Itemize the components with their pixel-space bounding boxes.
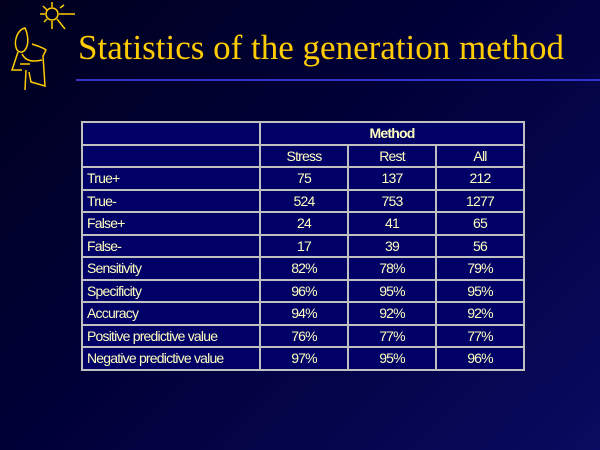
row-label: Sensitivity [81, 256, 261, 281]
empty-corner-cell [81, 143, 261, 168]
value-cell: 77% [435, 323, 525, 348]
value-cell: 24 [259, 211, 349, 236]
value-cell: 524 [259, 188, 349, 213]
value-cell: 76% [259, 323, 349, 348]
table-row: Accuracy 94% 92% 92% [81, 301, 525, 326]
empty-corner-cell [81, 121, 261, 146]
value-cell: 77% [347, 323, 437, 348]
row-label: True- [81, 188, 261, 213]
value-cell: 95% [435, 278, 525, 303]
value-cell: 95% [347, 278, 437, 303]
value-cell: 92% [347, 301, 437, 326]
row-label: Specificity [81, 278, 261, 303]
value-cell: 1277 [435, 188, 525, 213]
table-row: Negative predictive value 97% 95% 96% [81, 346, 525, 371]
value-cell: 79% [435, 256, 525, 281]
value-cell: 92% [435, 301, 525, 326]
table-row: Positive predictive value 76% 77% 77% [81, 323, 525, 348]
value-cell: 39 [347, 233, 437, 258]
value-cell: 137 [347, 166, 437, 191]
value-cell: 94% [259, 301, 349, 326]
table-row: True+ 75 137 212 [81, 166, 525, 191]
value-cell: 82% [259, 256, 349, 281]
title-underline [76, 79, 600, 81]
value-cell: 212 [435, 166, 525, 191]
value-cell: 56 [435, 233, 525, 258]
value-cell: 41 [347, 211, 437, 236]
row-label: False- [81, 233, 261, 258]
method-header: Method [259, 121, 525, 146]
value-cell: 75 [259, 166, 349, 191]
table-row: False+ 24 41 65 [81, 211, 525, 236]
table-row: True- 524 753 1277 [81, 188, 525, 213]
row-label: Accuracy [81, 301, 261, 326]
column-header-all: All [435, 143, 525, 168]
value-cell: 96% [259, 278, 349, 303]
value-cell: 96% [435, 346, 525, 371]
row-label: Positive predictive value [81, 323, 261, 348]
table-column-header-row: Stress Rest All [81, 143, 525, 168]
table-row: False- 17 39 56 [81, 233, 525, 258]
column-header-stress: Stress [259, 143, 349, 168]
column-header-rest: Rest [347, 143, 437, 168]
value-cell: 78% [347, 256, 437, 281]
table-row: Specificity 96% 95% 95% [81, 278, 525, 303]
statistics-table: Method Stress Rest All True+ 75 137 212 True… [81, 121, 525, 371]
value-cell: 95% [347, 346, 437, 371]
value-cell: 17 [259, 233, 349, 258]
slide-title: Statistics of the generation method [78, 28, 565, 67]
row-label: True+ [81, 166, 261, 191]
value-cell: 753 [347, 188, 437, 213]
row-label: Negative predictive value [81, 346, 261, 371]
value-cell: 97% [259, 346, 349, 371]
table-group-header-row: Method [81, 121, 525, 146]
value-cell: 65 [435, 211, 525, 236]
table-row: Sensitivity 82% 78% 79% [81, 256, 525, 281]
row-label: False+ [81, 211, 261, 236]
sun-and-figure-clipart-icon [10, 2, 75, 91]
